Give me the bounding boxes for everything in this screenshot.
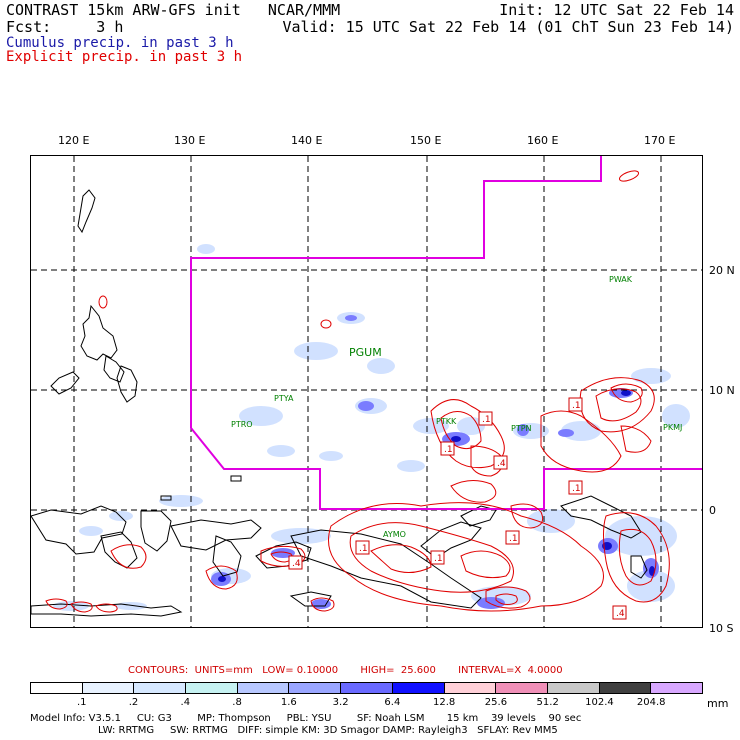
lat-label-20n: 20 N [709,264,735,277]
station-ptro: PTRO [231,420,253,429]
station-labels: PWAK PGUM PTYA PTRO PTKK PTPN PKMJ AYMO [231,275,682,539]
colorbar-cell [237,683,290,693]
lon-label-140: 140 E [291,134,323,147]
colorbar-cell [496,683,548,693]
lat-label-0: 0 [709,504,716,517]
contour-label: .4 [292,559,301,569]
colorbar-tick-label: 25.6 [484,697,508,708]
colorbar-tick-label: .8 [232,697,242,708]
header-valid-time: Valid: 15 UTC Sat 22 Feb 14 (01 ChT Sun … [282,18,734,36]
precip-map: PWAK PGUM PTYA PTRO PTKK PTPN PKMJ AYMO … [31,156,702,627]
contour-label: .1 [359,544,368,554]
colorbar-cell [392,683,445,693]
colorbar-tick-label: .1 [76,697,87,708]
colorbar-tick-label: 102.4 [585,697,614,708]
colorbar-cell [599,683,652,693]
header-forecast: Fcst: 3 h [6,18,124,36]
station-pgum: PGUM [349,346,382,359]
station-pkmj: PKMJ [663,423,682,432]
contour-value-boxes: .1 .1 .1 .1 .1 .1 .1 .4 .4 .4 [288,397,627,620]
colorbar-cell [31,683,83,693]
model-info-line2: LW: RRTMG SW: RRTMG DIFF: simple KM: 3D … [98,725,558,736]
contour-label: .1 [444,445,453,455]
colorbar-tick-label: 1.6 [280,697,297,708]
cumulus-precip-strong [211,315,659,609]
map-panel: PWAK PGUM PTYA PTRO PTKK PTPN PKMJ AYMO … [30,155,703,628]
contour-label: .1 [434,554,443,564]
lon-label-160: 160 E [527,134,559,147]
colorbar-unit: mm [707,697,729,710]
lon-label-170: 170 E [644,134,676,147]
station-aymo: AYMO [383,530,406,539]
colorbar-cell [134,683,187,693]
colorbar-tick-label: 6.4 [384,697,401,708]
lat-label-10s: 10 S [709,622,734,635]
colorbar-cell [444,683,497,693]
lon-label-120: 120 E [58,134,90,147]
station-ptkk: PTKK [436,417,457,426]
colorbar-cell [341,683,393,693]
colorbar-tick-label: 204.8 [636,697,666,708]
graticule [31,156,702,627]
header-title: CONTRAST 15km ARW-GFS init NCAR/MMM [6,1,341,19]
colorbar [30,682,703,694]
model-info-line1: Model Info: V3.5.1 CU: G3 MP: Thompson P… [30,713,582,724]
colorbar-tick-label: .4 [180,697,191,708]
station-ptya: PTYA [274,394,294,403]
cumulus-precip-core [218,390,655,582]
lat-label-10n: 10 N [709,384,735,397]
contour-label: .1 [482,415,491,425]
legend-cumulus: Cumulus precip. in past 3 h [6,35,234,51]
coastlines [31,189,648,617]
contour-label: .1 [572,401,581,411]
lon-label-150: 150 E [410,134,442,147]
colorbar-cell [82,683,135,693]
region-boundary [190,156,702,510]
explicit-precip-layer [45,170,670,613]
contours-info: CONTOURS: UNITS=mm LOW= 0.10000 HIGH= 25… [128,665,563,676]
legend-explicit: Explicit precip. in past 3 h [6,49,243,65]
colorbar-cell [547,683,600,693]
lon-label-130: 130 E [174,134,206,147]
colorbar-cell [651,683,702,693]
contour-label: .1 [572,484,581,494]
colorbar-tick-label: 12.8 [433,697,456,708]
colorbar-tick-label: .2 [128,697,139,708]
colorbar-cell [186,683,238,693]
colorbar-tick-label: 51.2 [536,697,559,708]
station-ptpn: PTPN [511,424,532,433]
contour-label: .4 [497,459,506,469]
station-pwak: PWAK [609,275,633,284]
contour-label: .4 [616,609,625,619]
colorbar-cell [289,683,342,693]
colorbar-tick-label: 3.2 [332,697,349,708]
contour-label: .1 [509,534,518,544]
header-init-time: Init: 12 UTC Sat 22 Feb 14 [499,1,734,19]
